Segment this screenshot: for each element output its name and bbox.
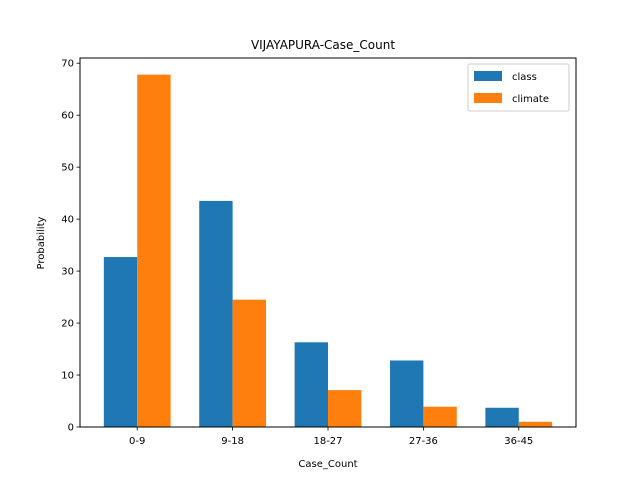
bar-class-27-36 xyxy=(390,360,424,427)
bar-climate-36-45 xyxy=(518,421,553,427)
y-axis-label: Probability xyxy=(36,216,47,269)
legend: class climate xyxy=(467,63,570,112)
y-axis: 0 10 20 30 40 50 60 70 xyxy=(61,59,80,434)
y-tick-label: 50 xyxy=(61,163,74,174)
chart-title: VIJAYAPURA-Case_Count xyxy=(251,38,395,52)
y-tick-label: 0 xyxy=(68,423,74,434)
bar-climate-27-36 xyxy=(423,406,457,427)
bar-climate-0-9 xyxy=(137,74,171,428)
legend-swatch-climate xyxy=(474,93,502,103)
bar-climate-9-18 xyxy=(232,299,266,427)
legend-label-climate: climate xyxy=(512,94,549,105)
bar-class-36-45 xyxy=(485,407,519,427)
bar-climate-18-27 xyxy=(328,390,362,427)
x-tick-label: 18-27 xyxy=(313,436,342,447)
x-tick-label: 27-36 xyxy=(409,436,438,447)
x-axis: 0-9 9-18 18-27 27-36 36-45 xyxy=(129,427,533,447)
x-tick-label: 9-18 xyxy=(221,436,244,447)
y-tick-label: 20 xyxy=(61,319,74,330)
x-tick-label: 0-9 xyxy=(129,436,145,447)
legend-swatch-class xyxy=(474,71,502,81)
y-tick-label: 10 xyxy=(61,371,74,382)
y-tick-label: 30 xyxy=(61,267,74,278)
legend-label-class: class xyxy=(512,72,537,83)
bar-class-0-9 xyxy=(103,257,138,427)
x-tick-label: 36-45 xyxy=(504,436,533,447)
y-tick-label: 60 xyxy=(61,111,74,122)
x-axis-label: Case_Count xyxy=(298,459,357,470)
bar-group xyxy=(103,74,553,428)
bar-class-18-27 xyxy=(294,342,328,427)
bar-class-9-18 xyxy=(199,200,233,427)
y-tick-label: 70 xyxy=(61,59,74,70)
y-tick-label: 40 xyxy=(61,215,74,226)
